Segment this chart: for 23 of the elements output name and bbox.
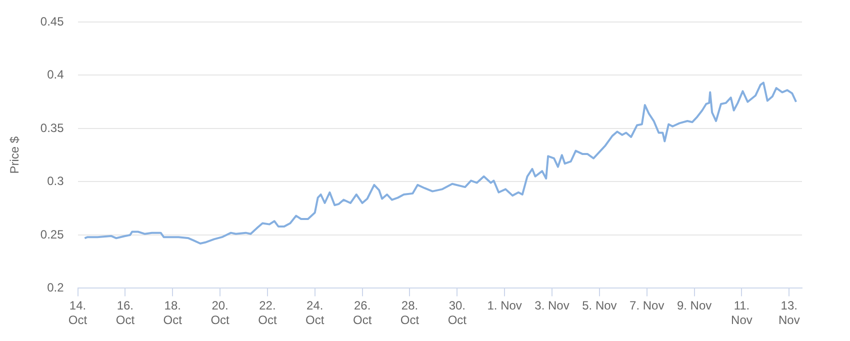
x-tick-label: 18. Oct [163,298,183,328]
x-tick-label: 3. Nov [534,298,570,313]
y-tick-label: 0.25 [40,227,64,242]
y-tick-label: 0.4 [47,68,64,82]
y-tick-label: 0.35 [40,120,64,135]
x-tick-label: 5. Nov [582,298,617,313]
x-tick-label: 22. Oct [258,298,278,328]
x-tick-label: 16. Oct [116,298,136,328]
y-tick-label: 0.45 [40,14,64,28]
x-tick-label: 13. Nov [778,298,800,328]
x-tick-label: 9. Nov [676,298,712,313]
x-tick-label: 28. Oct [400,298,420,328]
x-tick-label: 1. Nov [487,298,522,313]
y-tick-label: 0.3 [47,174,64,188]
x-tick-label: 20. Oct [210,298,230,328]
x-tick-label: 26. Oct [352,298,372,328]
y-tick-label: 0.2 [47,280,64,295]
x-tick-label: 11. Nov [731,298,752,328]
x-tick-label: 14. Oct [68,298,88,328]
x-tick-label: 7. Nov [630,298,664,313]
y-axis-title: Price $ [8,136,22,174]
x-tick-label: 30. Oct [448,298,468,328]
x-tick-label: 24. Oct [306,298,325,328]
